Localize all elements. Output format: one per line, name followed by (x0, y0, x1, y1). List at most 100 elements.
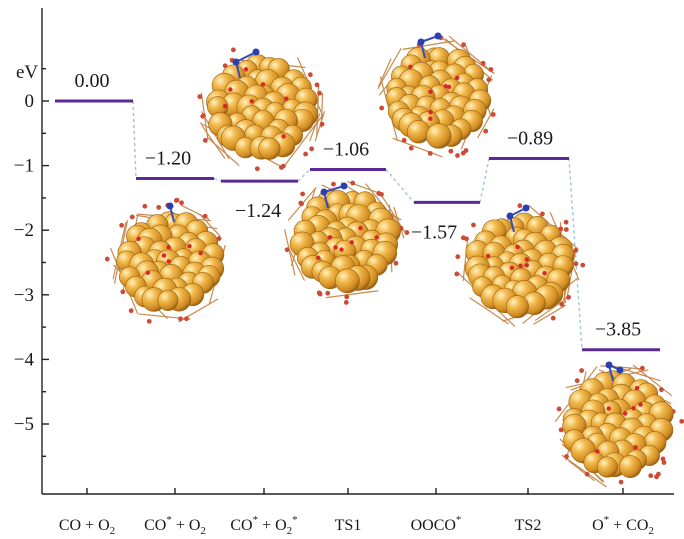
oxygen-atom (333, 245, 338, 250)
support-atom (128, 308, 134, 314)
support-atom (393, 260, 399, 266)
support-atom (573, 261, 579, 267)
oxygen-atom (136, 236, 141, 242)
gold-atom (157, 289, 179, 311)
support-atom (202, 137, 208, 143)
value-label: −1.06 (323, 138, 369, 160)
oxygen-atom (187, 244, 192, 249)
support-atom (344, 294, 350, 300)
support-atom (309, 146, 315, 152)
oxygen-atom (284, 96, 289, 101)
support-atom (448, 148, 454, 154)
oxygen-atom (428, 116, 433, 121)
support-atom (461, 42, 467, 48)
support-atom (343, 299, 349, 305)
support-bond (284, 229, 296, 276)
level-connector (568, 158, 583, 350)
support-bond (462, 237, 469, 281)
x-category-label: CO + O2 (59, 517, 115, 534)
y-tick-label: −3 (14, 285, 34, 306)
gold-atom (258, 137, 281, 160)
adsorbate-atom (252, 48, 260, 56)
oxygen-atom (446, 84, 452, 89)
adsorbate-atom (522, 204, 530, 212)
support-atom (230, 47, 236, 53)
support-atom (317, 90, 322, 96)
oxygen-atom (524, 257, 530, 262)
level-connector (132, 100, 137, 179)
support-atom (376, 191, 382, 196)
oxygen-atom (260, 82, 266, 87)
oxygen-atom (622, 411, 628, 416)
support-atom (460, 235, 466, 241)
level-connector (297, 168, 311, 182)
support-atom (427, 150, 433, 156)
gold-atom (618, 455, 642, 478)
cluster-structure-image (454, 203, 586, 327)
support-atom (490, 112, 496, 117)
support-atom (404, 230, 410, 235)
support-atom (563, 227, 569, 232)
support-atom (540, 211, 545, 217)
support-atom (317, 291, 323, 297)
oxygen-atom (161, 253, 167, 258)
support-atom (486, 77, 492, 83)
support-atom (142, 203, 148, 209)
support-bond (534, 296, 568, 321)
support-atom (559, 301, 565, 307)
support-bond (469, 297, 509, 325)
oxygen-atom (454, 75, 460, 81)
support-atom (556, 406, 562, 412)
x-category-label: TS1 (335, 517, 362, 534)
oxygen-atom (339, 247, 344, 252)
support-atom (488, 67, 494, 72)
support-atom (454, 271, 460, 277)
support-atom (254, 166, 260, 172)
support-atom (303, 151, 308, 157)
value-label: −1.24 (235, 200, 281, 222)
oxygen-atom (349, 240, 354, 245)
x-category-label: TS2 (515, 517, 542, 534)
x-category-label: OOCO* (411, 514, 462, 534)
cluster-structure-image (377, 32, 496, 158)
support-bond (632, 364, 673, 397)
oxygen-atom (228, 87, 233, 92)
oxygen-atom (222, 103, 228, 109)
oxygen-atom (595, 449, 600, 454)
support-atom (319, 121, 325, 127)
adsorbate-atom (166, 202, 174, 210)
support-bond (201, 124, 226, 159)
y-tick-label: −4 (14, 349, 35, 370)
support-bond (568, 460, 595, 482)
support-bond (448, 35, 495, 74)
gold-atom (426, 123, 452, 149)
support-bond (377, 190, 405, 231)
oxygen-atom (633, 445, 638, 450)
x-category-label: O* + CO2 (592, 514, 654, 534)
support-atom (379, 105, 385, 111)
value-label: −1.57 (411, 221, 457, 243)
adsorbate-atom (340, 182, 348, 190)
oxygen-atom (638, 402, 643, 407)
support-atom (104, 256, 110, 262)
oxygen-atom (408, 64, 413, 69)
gold-atom (505, 295, 529, 319)
support-atom (656, 471, 661, 477)
support-atom (284, 247, 290, 253)
support-atom (584, 471, 590, 477)
adsorbate-atom (434, 32, 442, 40)
oxygen-atom (281, 134, 286, 139)
support-atom (202, 213, 208, 219)
support-atom (179, 200, 184, 206)
support-atom (201, 113, 206, 119)
y-tick-label: −5 (14, 414, 34, 435)
support-atom (174, 197, 180, 203)
support-atom (558, 427, 564, 433)
x-category-label: CO* + O2* (230, 514, 297, 534)
support-bond (402, 40, 455, 50)
support-atom (129, 214, 135, 220)
support-atom (580, 262, 586, 268)
x-category-label: CO* + O2 (144, 514, 206, 534)
oxygen-atom (358, 226, 363, 231)
